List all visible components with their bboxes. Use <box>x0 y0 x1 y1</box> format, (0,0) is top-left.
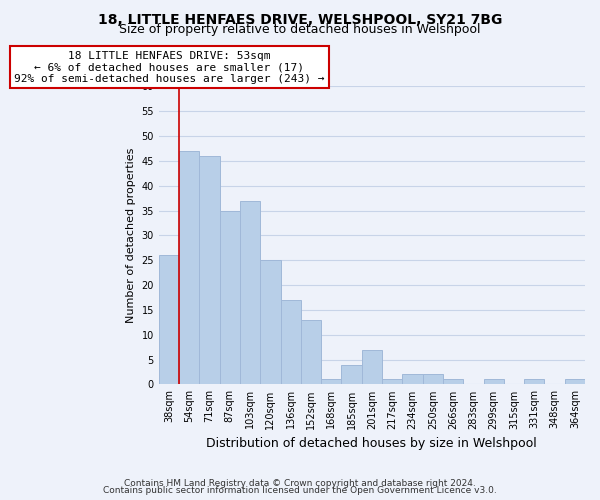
Bar <box>301 320 321 384</box>
Text: Contains public sector information licensed under the Open Government Licence v3: Contains public sector information licen… <box>103 486 497 495</box>
Text: Size of property relative to detached houses in Welshpool: Size of property relative to detached ho… <box>119 22 481 36</box>
Bar <box>281 300 301 384</box>
Bar <box>260 260 281 384</box>
Text: Contains HM Land Registry data © Crown copyright and database right 2024.: Contains HM Land Registry data © Crown c… <box>124 478 476 488</box>
Bar <box>240 200 260 384</box>
Y-axis label: Number of detached properties: Number of detached properties <box>126 148 136 323</box>
Bar <box>565 380 585 384</box>
Bar <box>341 364 362 384</box>
Bar <box>484 380 504 384</box>
Bar <box>179 151 199 384</box>
Text: 18 LITTLE HENFAES DRIVE: 53sqm
← 6% of detached houses are smaller (17)
92% of s: 18 LITTLE HENFAES DRIVE: 53sqm ← 6% of d… <box>14 50 325 84</box>
Bar <box>159 256 179 384</box>
Bar <box>443 380 463 384</box>
Bar <box>524 380 544 384</box>
Bar <box>422 374 443 384</box>
Bar <box>403 374 422 384</box>
Bar <box>321 380 341 384</box>
Text: 18, LITTLE HENFAES DRIVE, WELSHPOOL, SY21 7BG: 18, LITTLE HENFAES DRIVE, WELSHPOOL, SY2… <box>98 12 502 26</box>
Bar <box>220 210 240 384</box>
X-axis label: Distribution of detached houses by size in Welshpool: Distribution of detached houses by size … <box>206 437 537 450</box>
Bar <box>382 380 403 384</box>
Bar <box>199 156 220 384</box>
Bar <box>362 350 382 384</box>
